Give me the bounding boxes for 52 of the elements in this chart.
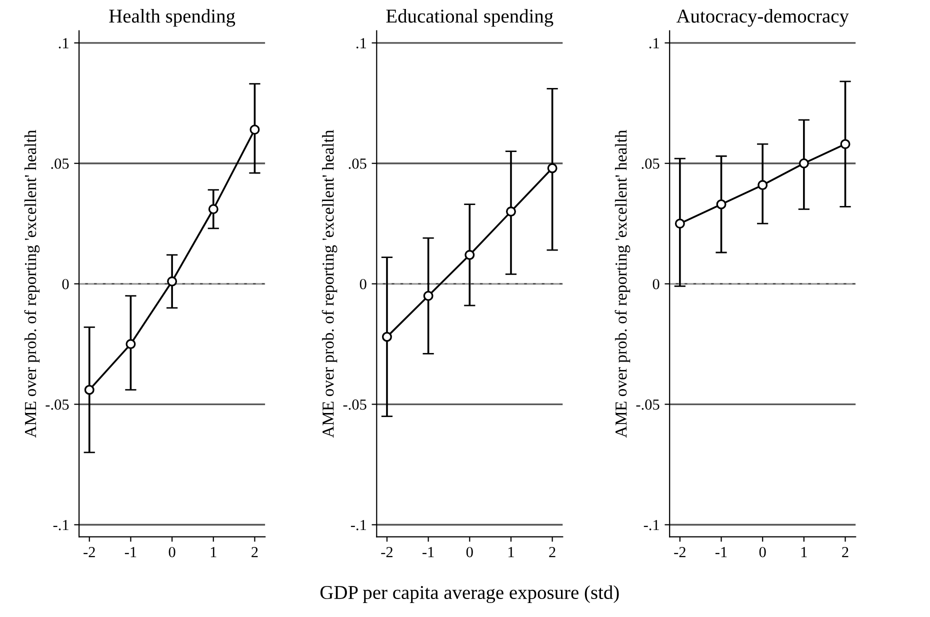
- y-tick-label: .1: [58, 38, 68, 48]
- point: [840, 139, 850, 150]
- y-tick-label: 0: [360, 278, 366, 290]
- point: [126, 339, 136, 350]
- x-tick-label: 0: [759, 546, 766, 558]
- y-axis-title: AME over prob. of reporting 'excellent' health: [24, 130, 40, 438]
- x-tick-label: 2: [252, 546, 258, 558]
- y-tick-label: .1: [356, 38, 366, 48]
- point: [464, 250, 475, 260]
- x-tick-label: -1: [715, 547, 727, 558]
- point: [167, 276, 178, 286]
- point: [798, 158, 809, 168]
- x-tick-label: 2: [549, 546, 556, 558]
- x-tick-label: 1: [210, 547, 216, 558]
- y-tick-label: -.05: [46, 399, 69, 410]
- x-tick-label: -2: [381, 546, 393, 558]
- y-axis-title: AME over prob. of reporting 'excellent' health: [614, 130, 630, 438]
- x-tick-label: 0: [466, 546, 473, 558]
- chart-title: Health spending: [109, 9, 236, 27]
- x-tick-label: 0: [168, 546, 176, 558]
- chart-title: Autocracy-democracy: [676, 9, 849, 27]
- y-tick-label: -.1: [350, 520, 366, 530]
- point: [758, 180, 768, 190]
- point: [382, 332, 392, 342]
- x-tick-label: 1: [508, 547, 514, 558]
- point: [547, 163, 558, 174]
- y-tick-label: .1: [649, 38, 659, 48]
- chart-title: Educational spending: [386, 9, 554, 27]
- x-tick-label: 2: [842, 546, 848, 558]
- point: [674, 218, 685, 229]
- y-tick-label: .05: [642, 158, 660, 169]
- y-axis-title: AME over prob. of reporting 'excellent' health: [322, 130, 338, 438]
- y-tick-label: -.1: [53, 520, 68, 530]
- point: [84, 384, 94, 395]
- point: [423, 290, 434, 301]
- x-axis-title: GDP per capita average exposure (std): [320, 585, 619, 604]
- point: [716, 199, 726, 210]
- point: [506, 206, 516, 217]
- x-tick-label: -1: [422, 547, 434, 558]
- point: [250, 124, 260, 135]
- x-tick-label: -1: [124, 547, 136, 558]
- point: [208, 204, 218, 214]
- x-tick-label: 1: [801, 547, 807, 558]
- x-tick-label: -2: [674, 546, 686, 558]
- y-tick-label: .05: [348, 158, 366, 169]
- y-tick-label: -.1: [644, 520, 659, 530]
- y-tick-label: .05: [51, 158, 69, 169]
- y-tick-label: -.05: [636, 399, 660, 410]
- y-tick-label: -.05: [343, 399, 366, 410]
- y-tick-label: 0: [62, 278, 69, 290]
- x-tick-label: -2: [84, 546, 95, 558]
- y-tick-label: 0: [652, 278, 660, 290]
